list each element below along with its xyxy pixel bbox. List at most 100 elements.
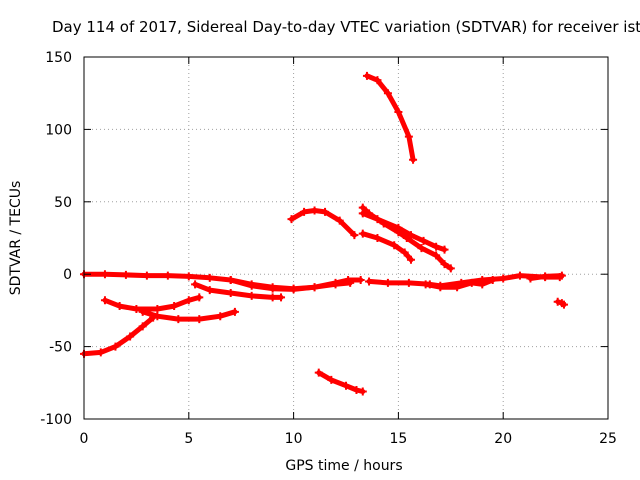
- data-point: [300, 207, 309, 216]
- series-line: [289, 208, 357, 238]
- data-point: [432, 242, 441, 251]
- data-point: [184, 296, 193, 305]
- data-point: [277, 293, 286, 302]
- tick-labels: 0 5 10 15 20 25 -100 -50 0 50 100 150: [40, 50, 617, 447]
- data-series: [80, 71, 568, 396]
- data-point: [230, 307, 239, 316]
- series-arc-5: [191, 280, 286, 302]
- data-point: [358, 229, 367, 238]
- data-point: [111, 342, 120, 351]
- data-point: [557, 271, 566, 280]
- data-point: [121, 270, 130, 279]
- axis-ticks: [83, 56, 609, 420]
- data-point: [184, 272, 193, 281]
- x-tick-label: 5: [184, 431, 193, 447]
- data-point: [440, 245, 449, 254]
- data-point: [115, 302, 124, 311]
- data-point: [358, 387, 367, 396]
- data-point: [289, 285, 298, 294]
- y-tick-label: -50: [49, 340, 72, 356]
- series-arc-16: [553, 297, 568, 309]
- data-point: [515, 271, 524, 280]
- data-point: [404, 132, 413, 141]
- data-point: [268, 284, 277, 293]
- data-point: [138, 322, 147, 331]
- plot-frame: [83, 56, 609, 420]
- data-point: [358, 209, 367, 218]
- x-tick-label: 15: [389, 431, 407, 447]
- data-point: [478, 280, 487, 289]
- x-tick-label: 25: [599, 431, 617, 447]
- data-point: [331, 278, 340, 287]
- data-point: [314, 368, 323, 377]
- data-point: [287, 215, 296, 224]
- data-point: [467, 278, 476, 287]
- y-tick-label: -100: [40, 412, 72, 428]
- data-point: [138, 307, 147, 316]
- data-point: [373, 215, 382, 224]
- data-point: [373, 76, 382, 85]
- data-point: [205, 273, 214, 282]
- data-point: [126, 332, 135, 341]
- data-point: [436, 283, 445, 292]
- data-point: [404, 278, 413, 287]
- data-point: [559, 300, 568, 309]
- data-point: [499, 274, 508, 283]
- y-tick-label: 50: [54, 195, 72, 211]
- data-point: [335, 216, 344, 225]
- data-point: [406, 255, 415, 264]
- series-arc-4: [138, 307, 239, 324]
- data-point: [216, 312, 225, 321]
- series-arc-3: [100, 293, 204, 313]
- data-point: [344, 275, 353, 284]
- data-point: [406, 231, 415, 240]
- y-tick-label: 150: [45, 50, 72, 66]
- data-point: [247, 291, 256, 300]
- data-point: [394, 223, 403, 232]
- series-arc-9: [362, 71, 418, 164]
- data-point: [541, 272, 550, 281]
- data-point: [96, 348, 105, 357]
- y-axis-label: SDTVAR / TECUs: [8, 181, 24, 296]
- data-point: [553, 297, 562, 306]
- data-point: [142, 271, 151, 280]
- data-point: [195, 293, 204, 302]
- series-arc-8: [314, 368, 367, 396]
- series-arc-12: [358, 229, 415, 264]
- data-point: [417, 244, 426, 253]
- data-point: [400, 248, 409, 257]
- data-point: [421, 280, 430, 289]
- data-point: [383, 278, 392, 287]
- x-tick-label: 20: [494, 431, 512, 447]
- data-point: [268, 293, 277, 302]
- data-point: [163, 271, 172, 280]
- data-point: [409, 155, 418, 164]
- series-arc-11: [358, 209, 449, 254]
- y-tick-label: 100: [45, 122, 72, 138]
- data-point: [153, 304, 162, 313]
- data-point: [453, 283, 462, 292]
- data-point: [373, 234, 382, 242]
- data-point: [383, 89, 392, 98]
- data-point: [350, 231, 359, 240]
- data-point: [446, 264, 455, 273]
- data-point: [419, 236, 428, 245]
- series-arc-6: [226, 275, 365, 294]
- data-point: [342, 381, 350, 390]
- data-point: [100, 270, 109, 279]
- series-arc-15: [526, 271, 566, 283]
- data-point: [191, 280, 200, 289]
- data-point: [247, 281, 256, 290]
- x-axis-label: GPS time / hours: [285, 458, 402, 474]
- data-point: [394, 108, 403, 117]
- data-point: [440, 260, 449, 269]
- data-point: [205, 286, 214, 295]
- data-point: [226, 275, 235, 284]
- data-point: [362, 71, 371, 80]
- data-point: [390, 241, 399, 250]
- data-point: [195, 315, 204, 324]
- data-point: [488, 275, 497, 284]
- data-point: [352, 386, 361, 395]
- data-point: [432, 251, 441, 260]
